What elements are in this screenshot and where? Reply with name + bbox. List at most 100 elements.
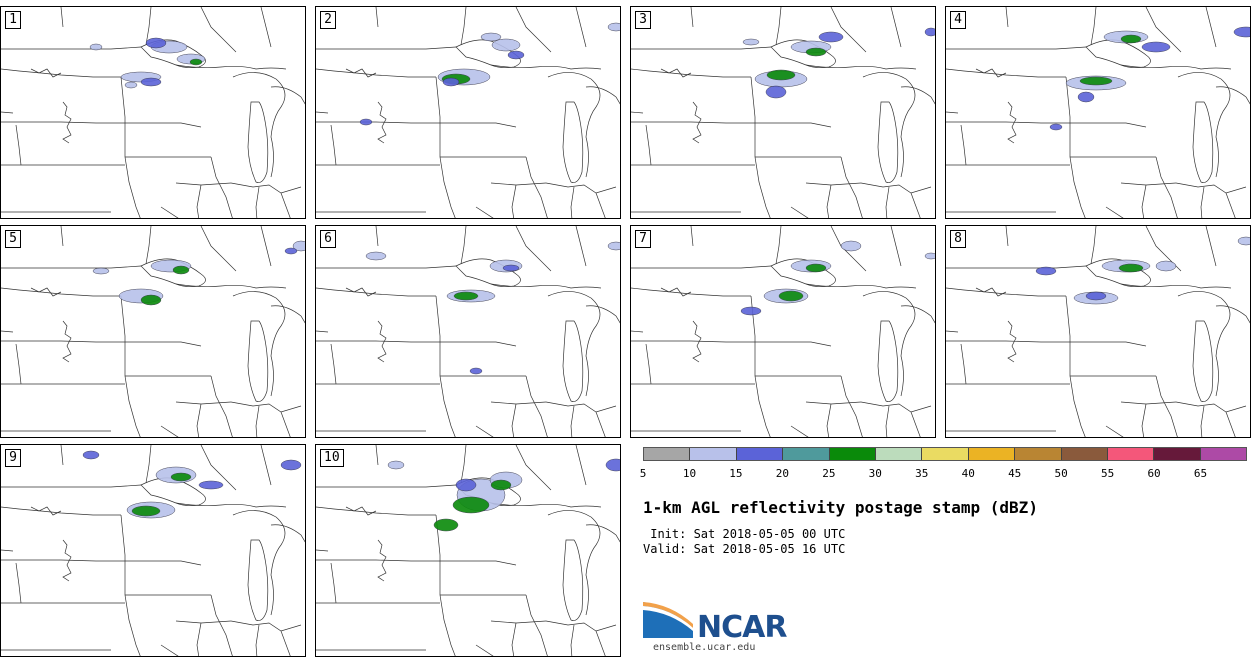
map-boundary xyxy=(15,562,22,604)
map-boundary xyxy=(910,192,921,218)
reflectivity-echo xyxy=(765,85,787,99)
map-boundary xyxy=(140,258,206,288)
map-boundary xyxy=(860,401,932,413)
colorbar-tick-label: 35 xyxy=(915,467,929,480)
reflectivity-echo xyxy=(502,264,520,272)
reflectivity-echo xyxy=(805,263,827,273)
reflectivity-echo xyxy=(491,38,521,52)
map-boundary xyxy=(585,86,620,105)
map-boundary xyxy=(30,506,62,516)
map-boundary xyxy=(30,287,62,297)
map-boundary xyxy=(490,182,547,186)
reflectivity-echo xyxy=(453,291,479,301)
reflectivity-echo xyxy=(189,58,203,66)
map-boundary xyxy=(900,305,935,324)
map-boundary xyxy=(200,445,237,491)
map-boundary xyxy=(631,265,772,269)
map-boundary xyxy=(1215,86,1250,105)
reflectivity-echo xyxy=(1233,26,1250,38)
map-boundary xyxy=(270,524,305,543)
map-boundary xyxy=(120,295,126,376)
reflectivity-echo xyxy=(433,518,459,532)
reflectivity-echo xyxy=(284,247,298,255)
map-1 xyxy=(1,7,305,218)
map-boundary xyxy=(877,320,899,402)
map-boundary xyxy=(840,156,863,218)
map-4 xyxy=(946,7,1250,218)
map-boundary xyxy=(790,206,809,218)
map-boundary xyxy=(175,401,232,405)
map-boundary xyxy=(62,320,72,363)
map-boundary xyxy=(440,122,517,128)
map-boundary xyxy=(247,320,269,402)
reflectivity-echo xyxy=(387,460,405,470)
map-boundary xyxy=(1,121,125,124)
map-boundary xyxy=(210,594,233,656)
map-boundary xyxy=(210,375,233,437)
map-boundary xyxy=(862,72,916,178)
map-boundary xyxy=(210,156,233,218)
map-boundary xyxy=(1155,156,1178,218)
reflectivity-echo xyxy=(766,69,796,81)
map-boundary xyxy=(826,403,832,437)
map-boundary xyxy=(515,226,552,272)
map-boundary xyxy=(160,425,179,437)
valid-time: Valid: Sat 2018-05-05 16 UTC xyxy=(643,542,846,556)
member-label-2: 2 xyxy=(320,11,336,29)
figure-title: 1-km AGL reflectivity postage stamp (dBZ… xyxy=(643,498,1038,517)
map-boundary xyxy=(1175,182,1247,194)
map-boundary xyxy=(562,539,584,621)
reflectivity-echo xyxy=(455,478,477,492)
colorbar-tick-label: 50 xyxy=(1054,467,1068,480)
map-boundary xyxy=(125,122,202,128)
reflectivity-echo xyxy=(1120,34,1142,44)
map-boundary xyxy=(525,594,548,656)
colorbar-tick-label: 15 xyxy=(729,467,743,480)
ensemble-url[interactable]: ensemble.ucar.edu xyxy=(653,642,756,653)
map-boundary xyxy=(547,291,601,397)
map-boundary xyxy=(1105,206,1124,218)
map-boundary xyxy=(770,258,836,288)
map-boundary xyxy=(232,72,286,178)
reflectivity-echo xyxy=(280,459,302,471)
map-boundary xyxy=(575,445,587,486)
map-boundary xyxy=(1192,320,1214,402)
map-boundary xyxy=(316,330,329,333)
map-boundary xyxy=(1,330,14,333)
map-boundary xyxy=(750,295,756,376)
map-boundary xyxy=(247,101,269,183)
member-label-1: 1 xyxy=(5,11,21,29)
map-boundary xyxy=(1070,341,1147,347)
map-boundary xyxy=(692,101,702,144)
reflectivity-echo xyxy=(89,43,103,51)
map-boundary xyxy=(946,121,1070,124)
member-panel-4: 4 xyxy=(945,6,1251,219)
map-boundary xyxy=(562,101,584,183)
map-boundary xyxy=(15,124,22,166)
map-boundary xyxy=(1065,295,1071,376)
map-boundary xyxy=(196,184,202,218)
colorbar-tick-label: 60 xyxy=(1147,467,1161,480)
map-boundary xyxy=(375,226,379,247)
reflectivity-echo xyxy=(359,118,373,126)
map-boundary xyxy=(377,320,387,363)
reflectivity-echo xyxy=(742,38,760,46)
map-7 xyxy=(631,226,935,437)
map-boundary xyxy=(754,156,771,218)
map-boundary xyxy=(790,425,809,437)
map-boundary xyxy=(805,283,917,289)
map-boundary xyxy=(377,539,387,582)
reflectivity-echo xyxy=(140,77,162,87)
map-boundary xyxy=(1,484,142,488)
map-boundary xyxy=(1155,375,1178,437)
map-boundary xyxy=(946,330,959,333)
map-boundary xyxy=(270,86,305,105)
map-boundary xyxy=(877,101,899,183)
member-panel-9: 9 xyxy=(0,444,306,657)
map-boundary xyxy=(562,320,584,402)
map-boundary xyxy=(160,644,179,656)
colorbar-segment xyxy=(644,448,691,460)
map-boundary xyxy=(316,46,457,50)
map-boundary xyxy=(975,287,1007,297)
map-boundary xyxy=(200,7,237,53)
